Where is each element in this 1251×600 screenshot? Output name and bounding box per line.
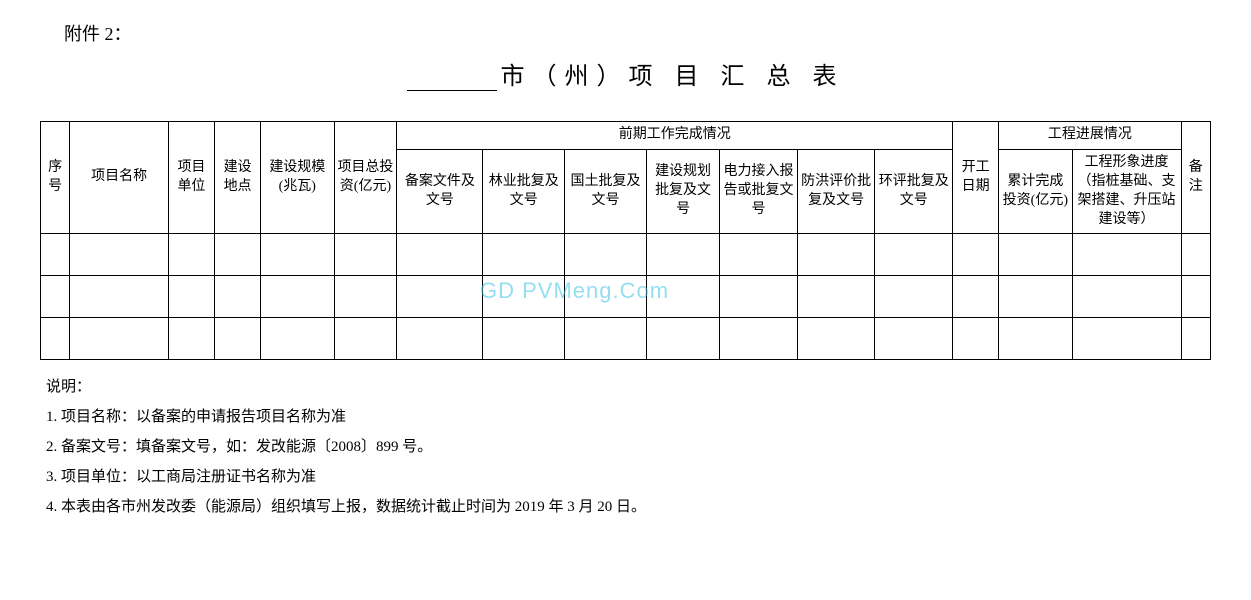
table-cell [646, 276, 719, 318]
table-cell [875, 276, 953, 318]
table-cell [1181, 318, 1210, 360]
table-cell [41, 276, 70, 318]
col-group-progress: 工程进展情况 [999, 122, 1181, 150]
table-cell [565, 276, 647, 318]
table-cell [646, 318, 719, 360]
col-note: 备注 [1181, 122, 1210, 234]
notes-section: 说明： 1. 项目名称：以备案的申请报告项目名称为准 2. 备案文号：填备案文号… [40, 372, 1211, 522]
table-cell [215, 276, 261, 318]
table-cell [168, 234, 214, 276]
note-2: 2. 备案文号：填备案文号，如：发改能源〔2008〕899 号。 [46, 432, 1211, 462]
table-cell [875, 234, 953, 276]
title-text: 市（州）项 目 汇 总 表 [501, 64, 845, 90]
table-cell [875, 318, 953, 360]
col-acc: 累计完成投资(亿元) [999, 149, 1072, 234]
table-cell [797, 276, 875, 318]
table-cell [720, 276, 798, 318]
col-doc2: 林业批复及文号 [483, 149, 565, 234]
table-cell [168, 276, 214, 318]
table-cell [334, 276, 397, 318]
table-cell [1072, 276, 1181, 318]
col-group-prework: 前期工作完成情况 [397, 122, 953, 150]
table-row [41, 234, 1211, 276]
col-img: 工程形象进度（指桩基础、支架搭建、升压站建设等） [1072, 149, 1181, 234]
table-cell [168, 318, 214, 360]
col-doc6: 防洪评价批复及文号 [797, 149, 875, 234]
table-body [41, 234, 1211, 360]
table-cell [1072, 318, 1181, 360]
table-cell [70, 234, 169, 276]
table-cell [1181, 276, 1210, 318]
col-doc4: 建设规划批复及文号 [646, 149, 719, 234]
table-cell [483, 234, 565, 276]
table-cell [483, 276, 565, 318]
table-cell [953, 276, 999, 318]
page-title: 市（州）项 目 汇 总 表 [40, 56, 1211, 91]
table-cell [41, 234, 70, 276]
table-cell [261, 318, 334, 360]
col-loc: 建设地点 [215, 122, 261, 234]
table-row [41, 318, 1211, 360]
title-blank-underline [407, 90, 497, 91]
col-scale: 建设规模(兆瓦) [261, 122, 334, 234]
table-cell [999, 234, 1072, 276]
table-cell [334, 318, 397, 360]
table-cell [261, 234, 334, 276]
table-cell [215, 318, 261, 360]
table-cell [334, 234, 397, 276]
table-cell [1072, 234, 1181, 276]
table-cell [720, 318, 798, 360]
notes-intro: 说明： [46, 372, 1211, 402]
note-4: 4. 本表由各市州发改委（能源局）组织填写上报，数据统计截止时间为 2019 年… [46, 492, 1211, 522]
attachment-label: 附件 2： [64, 20, 1211, 46]
table-cell [646, 234, 719, 276]
col-doc7: 环评批复及文号 [875, 149, 953, 234]
table-cell [720, 234, 798, 276]
note-3: 3. 项目单位：以工商局注册证书名称为准 [46, 462, 1211, 492]
table-cell [70, 318, 169, 360]
table-cell [953, 318, 999, 360]
table-cell [565, 318, 647, 360]
col-doc1: 备案文件及文号 [397, 149, 483, 234]
col-seq: 序号 [41, 122, 70, 234]
table-cell [565, 234, 647, 276]
table-cell [397, 276, 483, 318]
table-row [41, 276, 1211, 318]
table-cell [1181, 234, 1210, 276]
col-doc5: 电力接入报告或批复文号 [720, 149, 798, 234]
table-cell [999, 318, 1072, 360]
col-doc3: 国土批复及文号 [565, 149, 647, 234]
table-cell [397, 234, 483, 276]
table-cell [70, 276, 169, 318]
summary-table: 序号 项目名称 项目单位 建设地点 建设规模(兆瓦) 项目总投资(亿元) 前期工… [40, 121, 1211, 360]
table-cell [261, 276, 334, 318]
col-name: 项目名称 [70, 122, 169, 234]
note-1: 1. 项目名称：以备案的申请报告项目名称为准 [46, 402, 1211, 432]
col-invest: 项目总投资(亿元) [334, 122, 397, 234]
table-cell [797, 234, 875, 276]
table-cell [483, 318, 565, 360]
table-cell [215, 234, 261, 276]
col-unit: 项目单位 [168, 122, 214, 234]
table-cell [797, 318, 875, 360]
table-cell [397, 318, 483, 360]
col-start: 开工日期 [953, 122, 999, 234]
table-cell [41, 318, 70, 360]
table-cell [953, 234, 999, 276]
table-cell [999, 276, 1072, 318]
